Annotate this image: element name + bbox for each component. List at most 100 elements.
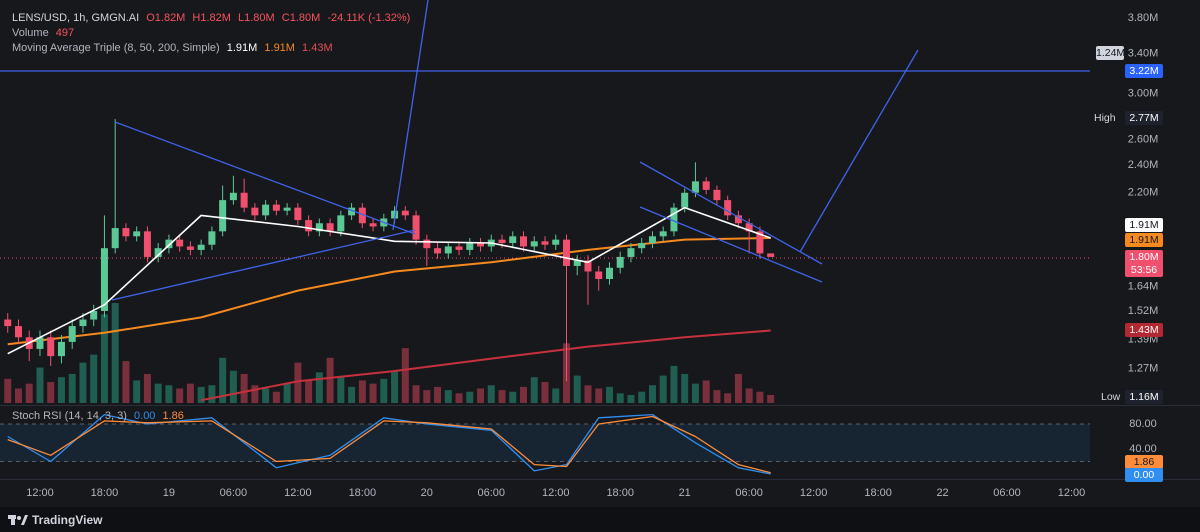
y-tick-label: 1.52M <box>1128 305 1159 317</box>
countdown: 53:56 <box>1125 263 1163 277</box>
ohlc: C1.80M <box>281 12 321 24</box>
volume-bar <box>4 378 12 403</box>
volume-bar <box>487 385 495 403</box>
candle-body <box>326 223 334 232</box>
stoch-value: 1.86 <box>162 410 184 422</box>
candle-body <box>434 248 442 254</box>
candle-body <box>315 223 323 232</box>
volume-bar <box>520 386 528 403</box>
candle-body <box>165 239 173 249</box>
volume-bar <box>595 388 603 403</box>
stoch-name: Stoch RSI (14, 14, 3, 3) <box>12 410 127 422</box>
x-tick-label: 22 <box>936 487 948 499</box>
candle-body <box>638 243 646 249</box>
volume-bar <box>638 391 646 403</box>
candle-body <box>584 260 592 272</box>
volume-bar <box>79 362 87 403</box>
x-tick-label: 12:00 <box>284 487 312 499</box>
x-tick-label: 12:00 <box>1058 487 1086 499</box>
stoch-tick-label: 80.00 <box>1129 418 1157 430</box>
candle-body <box>47 337 55 357</box>
volume-bar <box>702 380 710 403</box>
volume-bar <box>100 314 108 403</box>
volume-bar <box>165 385 173 403</box>
x-tick-label: 06:00 <box>478 487 506 499</box>
volume-bar <box>681 373 689 403</box>
candle-body <box>573 260 581 266</box>
candle-body <box>702 181 710 190</box>
logo <box>8 515 28 525</box>
volume-bar <box>530 377 538 403</box>
volume-bar <box>272 391 280 403</box>
candle-body <box>229 192 237 201</box>
volume-bar <box>358 380 366 403</box>
volume-bar <box>348 386 356 403</box>
volume-bar <box>767 394 775 403</box>
candle-body <box>767 253 775 257</box>
volume-bar <box>423 390 431 403</box>
stoch-band <box>0 424 1090 462</box>
volume-bar <box>229 370 237 403</box>
candle-body <box>90 311 98 320</box>
volume-bar <box>627 394 635 403</box>
candle-body <box>659 231 667 237</box>
candle-body <box>391 210 399 219</box>
volume-bar <box>509 391 517 403</box>
candle-body <box>283 207 291 211</box>
y-tick-label: 3.40M <box>1128 47 1159 59</box>
price-label: 1.16M <box>1125 390 1163 404</box>
volume-bar <box>337 377 345 403</box>
volume-bar <box>573 375 581 403</box>
candle-body <box>36 337 44 349</box>
volume-bar <box>14 388 22 403</box>
candle-body <box>251 207 259 216</box>
candle-body <box>509 236 517 244</box>
candle-body <box>348 207 356 216</box>
price-label: 1.91M <box>1125 218 1163 232</box>
candle-body <box>681 192 689 208</box>
volume-bar <box>133 380 141 403</box>
volume-bar <box>434 386 442 403</box>
volume-bar <box>659 375 667 403</box>
candle-body <box>498 239 506 244</box>
volume-bar <box>745 388 753 403</box>
symbol: LENS/USD, 1h, GMGN.AI <box>12 12 140 24</box>
legend-ma: Moving Average Triple (8, 50, 200, Simpl… <box>12 42 337 54</box>
candle-body <box>305 220 313 232</box>
candle-body <box>466 243 474 250</box>
candle-body <box>724 200 732 216</box>
price-label: 1.24M <box>1096 46 1124 60</box>
y-tick-label: 2.20M <box>1128 187 1159 199</box>
candle-body <box>122 228 130 237</box>
x-tick-label: 12:00 <box>800 487 828 499</box>
candle-body <box>197 244 205 250</box>
x-tick-label: 18:00 <box>91 487 119 499</box>
x-tick-label: 06:00 <box>220 487 248 499</box>
volume-bar <box>197 386 205 403</box>
stoch-tick-label: 40.00 <box>1129 443 1157 455</box>
candle-body <box>337 215 345 232</box>
low-tag: Low <box>1101 391 1121 403</box>
candle-body <box>745 223 753 232</box>
volume-bar <box>756 391 764 403</box>
candle-body <box>133 231 141 237</box>
candle-body <box>14 326 22 338</box>
stoch-line <box>7 413 771 475</box>
volume-bar <box>219 357 227 403</box>
candle-body <box>691 181 699 193</box>
candle-body <box>272 204 280 211</box>
volume-bar <box>122 361 130 403</box>
footer: TradingView <box>0 507 1200 532</box>
ma-value: 1.91M <box>226 42 258 54</box>
volume-bar <box>251 385 259 403</box>
volume-bar <box>498 390 506 403</box>
candle-body <box>520 236 528 247</box>
x-tick-label: 06:00 <box>735 487 763 499</box>
moving-average <box>201 329 771 402</box>
volume-bar <box>477 388 485 403</box>
trend-line <box>111 229 416 301</box>
ma-value: 1.43M <box>302 42 333 54</box>
volume-bar <box>466 391 474 403</box>
legend-volume: Volume 497 <box>12 27 78 39</box>
